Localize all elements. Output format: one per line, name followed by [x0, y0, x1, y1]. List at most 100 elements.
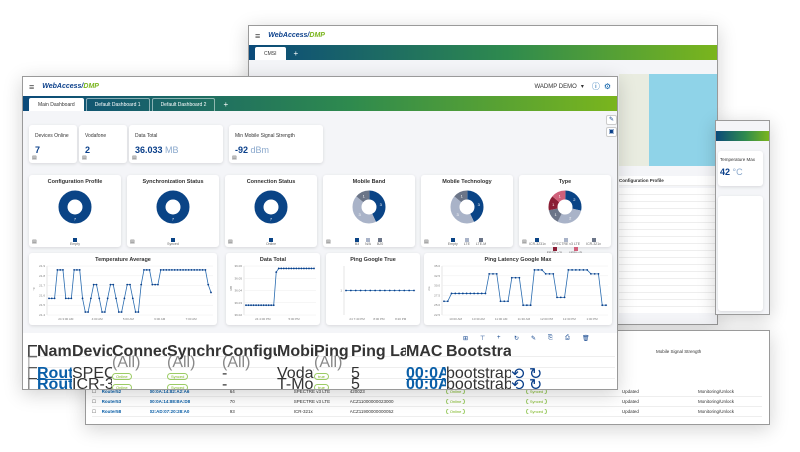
chevron-down-icon[interactable]: ▾: [580, 84, 584, 90]
donut-slice[interactable]: [548, 190, 582, 224]
help-icon[interactable]: ⓘ: [591, 82, 600, 91]
export-icon[interactable]: ⎘: [548, 335, 553, 341]
user-selector[interactable]: WADMP DEMO: [534, 83, 577, 90]
legend-item[interactable]: Synced: [167, 238, 179, 246]
cell[interactable]: Router55: [37, 375, 72, 390]
filter-icon[interactable]: ⊤: [480, 336, 486, 342]
data-point: [529, 304, 532, 307]
donut-slice[interactable]: [156, 190, 190, 224]
data-point: [123, 297, 126, 300]
donut-slice[interactable]: [548, 190, 582, 224]
settings-icon[interactable]: ⚙: [603, 82, 611, 91]
donut-slice[interactable]: [352, 190, 386, 224]
legend-item[interactable]: Online: [266, 238, 276, 246]
data-point: [484, 292, 487, 295]
cell[interactable]: Router58: [101, 409, 122, 414]
donut-slice[interactable]: [352, 190, 386, 224]
donut-slice[interactable]: [548, 190, 582, 224]
donut-slice[interactable]: [548, 190, 582, 224]
cell[interactable]: Router52: [101, 389, 122, 394]
legend-item[interactable]: SPECTRE v3 LTE: [552, 238, 580, 246]
widget-menu-icon[interactable]: ▤: [32, 239, 37, 245]
edit-icon[interactable]: ✎: [531, 336, 537, 342]
column-filter[interactable]: (All): [222, 353, 251, 371]
menu-icon[interactable]: ≡: [255, 30, 261, 41]
cell[interactable]: 00:0A:14:88:BA:D8: [149, 399, 191, 404]
tab-default-dashboard-1[interactable]: Default Dashboard 1: [85, 98, 150, 111]
donut-slice[interactable]: [450, 190, 484, 224]
cell[interactable]: Router53: [101, 399, 122, 404]
row-actions-icon[interactable]: ⟲ ↻ ✎ ▪: [511, 376, 541, 390]
column-header[interactable]: Synchronization Status: [167, 342, 222, 360]
widget-menu-icon[interactable]: ▤: [424, 239, 429, 245]
data-point: [398, 289, 401, 292]
add-tab-icon[interactable]: +: [293, 49, 299, 58]
widget-menu-icon[interactable]: ▤: [130, 239, 135, 245]
legend-item[interactable]: B20: [377, 238, 383, 246]
column-header[interactable]: Bootstrapserver: [446, 342, 511, 360]
checkbox[interactable]: ☐: [92, 408, 97, 414]
widget-menu-icon[interactable]: ▤: [82, 155, 87, 161]
cell[interactable]: 00:0A:14:88:BA:4A: [406, 375, 446, 390]
legend-item[interactable]: Empty: [448, 238, 458, 246]
legend-item[interactable]: LTE: [464, 238, 470, 246]
checkbox[interactable]: ☐: [27, 375, 37, 390]
checkbox[interactable]: ☐: [92, 398, 97, 404]
widget-menu-icon[interactable]: ▤: [228, 239, 233, 245]
legend-item[interactable]: B3: [355, 238, 359, 246]
column-filter[interactable]: (All): [112, 353, 141, 371]
edit-dashboard-button[interactable]: ✎: [606, 115, 617, 125]
column-filter[interactable]: (All): [167, 353, 196, 371]
widget-menu-icon[interactable]: ▤: [32, 155, 37, 161]
data-point: [510, 276, 513, 279]
save-button[interactable]: ▣: [606, 127, 617, 137]
import-icon[interactable]: ⎙: [565, 335, 570, 341]
checkbox[interactable]: ☐: [92, 388, 97, 394]
slice-label: 7: [172, 217, 175, 222]
add-tab-icon[interactable]: +: [223, 100, 229, 109]
column-filter[interactable]: (All): [314, 353, 343, 371]
column-header[interactable]: Ping Latency Google: [351, 342, 406, 360]
column-header[interactable]: Name: [37, 342, 72, 360]
widget-menu-icon[interactable]: ▤: [522, 239, 527, 245]
donut-slice[interactable]: [58, 190, 92, 224]
tab-main-dashboard[interactable]: Main Dashboard: [29, 98, 84, 111]
add-icon[interactable]: +: [497, 335, 501, 341]
checkbox[interactable]: ☐: [27, 353, 37, 373]
bottom-table: ☐ Router52 00:0A:14:82:A2:A6 64 SPECTRE v3 L…: [92, 387, 762, 417]
widget-menu-icon[interactable]: ▤: [132, 155, 137, 161]
cell[interactable]: 02:AD:07:20:28:A0: [149, 409, 190, 414]
donut-slice[interactable]: [352, 190, 386, 224]
legend-item[interactable]: N/A: [365, 238, 371, 246]
delete-icon[interactable]: 🗑: [582, 336, 590, 342]
menu-icon[interactable]: ≡: [29, 81, 35, 92]
donut-slice[interactable]: [450, 190, 484, 224]
widget-menu-icon[interactable]: ▤: [232, 155, 237, 161]
column-header[interactable]: Mobile Operator: [277, 342, 314, 360]
column-header[interactable]: Configuration Profile: [222, 342, 277, 360]
row-actions-icon[interactable]: ⟲ ↻ ✎ ▪: [511, 365, 541, 383]
checkbox[interactable]: ☐: [27, 342, 37, 362]
donut-slice[interactable]: [450, 190, 484, 224]
slice-label: 1: [363, 194, 366, 199]
refresh-icon[interactable]: ↻: [514, 336, 520, 342]
legend-item[interactable]: ICR-321x: [586, 238, 601, 246]
column-header[interactable]: MAC Address: [406, 342, 446, 360]
tab-default-dashboard-2[interactable]: Default Dashboard 2: [151, 98, 216, 111]
cell[interactable]: 00:0A:14:88:BA:D8: [406, 364, 446, 382]
tab-cmsi[interactable]: CMSI: [255, 47, 286, 60]
config-rows: [619, 188, 717, 313]
widget-menu-icon[interactable]: ▤: [326, 239, 331, 245]
legend-item[interactable]: LTE-M: [476, 238, 486, 246]
donut-slice[interactable]: [254, 190, 288, 224]
cell[interactable]: 00:0A:14:82:A2:A6: [149, 389, 190, 394]
legend-item[interactable]: ICR-3231x: [529, 238, 546, 246]
column-header[interactable]: Connection Status: [112, 342, 167, 360]
legend-item[interactable]: Empty: [70, 238, 80, 246]
cell[interactable]: Router22: [37, 364, 72, 382]
checkbox[interactable]: ☐: [27, 364, 37, 384]
columns-icon[interactable]: ⊞: [463, 336, 469, 342]
column-header[interactable]: Ping Google: [314, 342, 351, 360]
column-header[interactable]: Device Type: [72, 342, 112, 360]
map[interactable]: [619, 74, 717, 166]
